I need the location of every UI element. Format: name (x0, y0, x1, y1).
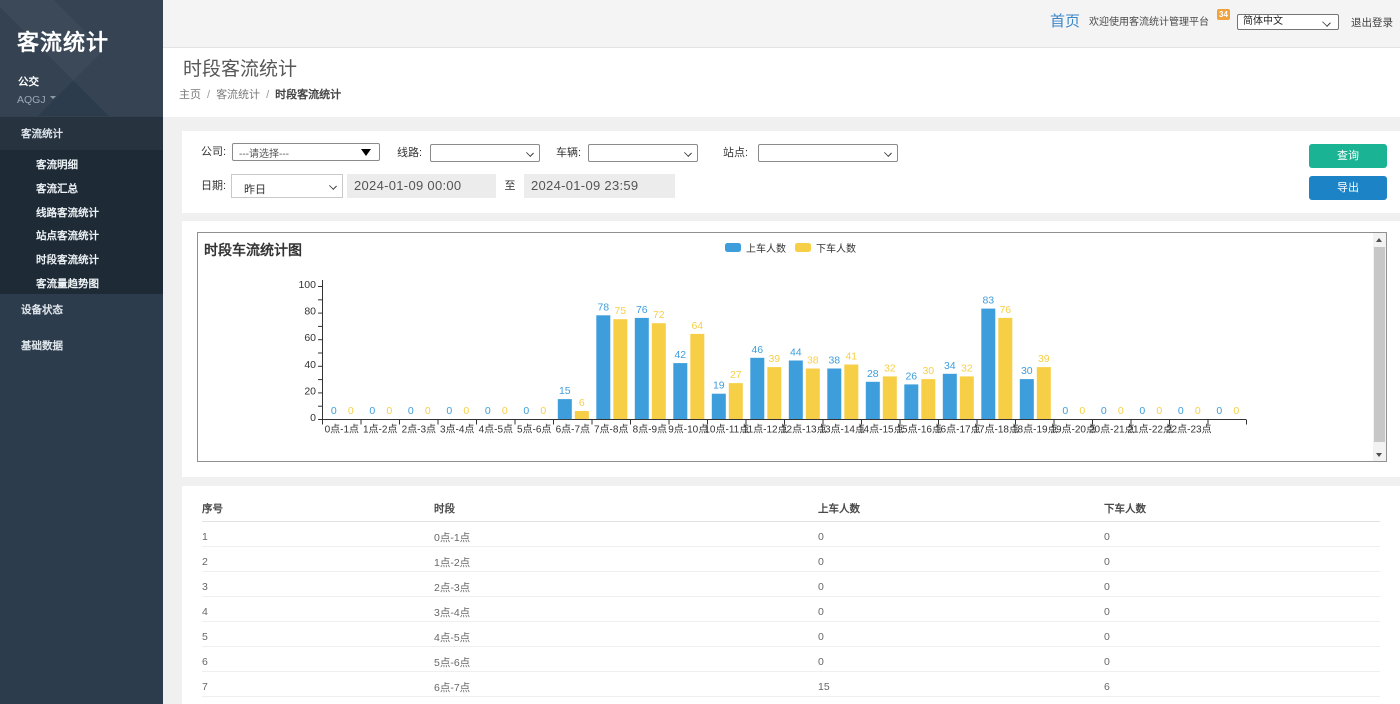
svg-text:5点-6点: 5点-6点 (517, 424, 551, 436)
svg-text:9点-10点: 9点-10点 (668, 424, 708, 436)
svg-text:60: 60 (304, 332, 316, 344)
svg-text:76: 76 (636, 304, 648, 316)
svg-text:11点-12点: 11点-12点 (743, 424, 788, 436)
svg-text:44: 44 (790, 347, 802, 359)
svg-text:0: 0 (1101, 405, 1107, 417)
svg-text:0: 0 (1079, 405, 1085, 417)
svg-text:76: 76 (999, 304, 1011, 316)
svg-text:0: 0 (425, 405, 431, 417)
svg-text:17点-18点: 17点-18点 (973, 424, 1019, 436)
svg-text:64: 64 (691, 320, 703, 332)
svg-text:7点-8点: 7点-8点 (594, 424, 628, 436)
svg-text:0: 0 (408, 405, 414, 417)
svg-text:27: 27 (730, 369, 742, 381)
svg-text:16点-17点: 16点-17点 (935, 424, 981, 436)
svg-text:42: 42 (674, 349, 686, 361)
svg-text:2点-3点: 2点-3点 (402, 424, 436, 436)
svg-text:100: 100 (298, 279, 316, 291)
svg-text:22点-23点: 22点-23点 (1166, 424, 1212, 436)
svg-text:10点-11点: 10点-11点 (704, 424, 749, 436)
svg-text:30: 30 (922, 365, 934, 377)
svg-text:0: 0 (485, 405, 491, 417)
svg-text:39: 39 (1038, 353, 1050, 365)
svg-text:0: 0 (502, 405, 508, 417)
svg-text:15: 15 (559, 385, 571, 397)
svg-text:0: 0 (1216, 405, 1222, 417)
svg-text:3点-4点: 3点-4点 (440, 424, 474, 436)
svg-text:0: 0 (1118, 405, 1124, 417)
svg-text:0: 0 (1139, 405, 1145, 417)
svg-text:0: 0 (386, 405, 392, 417)
svg-text:80: 80 (304, 306, 316, 318)
svg-text:78: 78 (597, 301, 609, 313)
svg-text:4点-5点: 4点-5点 (479, 424, 513, 436)
svg-text:40: 40 (304, 359, 316, 371)
svg-text:0: 0 (369, 405, 375, 417)
svg-text:12点-13点: 12点-13点 (781, 424, 827, 436)
svg-text:6点-7点: 6点-7点 (556, 424, 590, 436)
svg-text:20: 20 (304, 385, 316, 397)
svg-text:13点-14点: 13点-14点 (819, 424, 865, 436)
svg-text:38: 38 (828, 355, 840, 367)
svg-text:0: 0 (348, 405, 354, 417)
svg-text:18点-19点: 18点-19点 (1012, 424, 1058, 436)
svg-text:0: 0 (1062, 405, 1068, 417)
svg-text:0: 0 (1233, 405, 1239, 417)
svg-text:34: 34 (944, 360, 956, 372)
svg-text:19: 19 (713, 380, 725, 392)
svg-text:46: 46 (751, 344, 763, 356)
svg-text:32: 32 (961, 362, 973, 374)
svg-text:26: 26 (905, 370, 917, 382)
svg-text:0: 0 (310, 412, 316, 424)
svg-text:39: 39 (768, 353, 780, 365)
svg-text:0: 0 (1156, 405, 1162, 417)
svg-text:75: 75 (614, 305, 626, 317)
svg-text:72: 72 (653, 309, 665, 321)
svg-text:28: 28 (867, 368, 879, 380)
svg-text:1点-2点: 1点-2点 (363, 424, 397, 436)
svg-text:0: 0 (1195, 405, 1201, 417)
svg-text:21点-22点: 21点-22点 (1127, 424, 1173, 436)
svg-text:0点-1点: 0点-1点 (325, 424, 359, 436)
svg-text:0: 0 (446, 405, 452, 417)
svg-text:0: 0 (540, 405, 546, 417)
svg-text:0: 0 (1178, 405, 1184, 417)
svg-text:14点-15点: 14点-15点 (858, 424, 904, 436)
svg-text:0: 0 (523, 405, 529, 417)
svg-text:41: 41 (845, 351, 857, 363)
svg-text:8点-9点: 8点-9点 (633, 424, 667, 436)
svg-text:6: 6 (579, 397, 585, 409)
svg-text:19点-20点: 19点-20点 (1050, 424, 1096, 436)
svg-text:15点-16点: 15点-16点 (896, 424, 942, 436)
svg-text:0: 0 (463, 405, 469, 417)
svg-text:30: 30 (1021, 365, 1033, 377)
svg-text:20点-21点: 20点-21点 (1089, 424, 1135, 436)
svg-text:38: 38 (807, 355, 819, 367)
svg-text:32: 32 (884, 362, 896, 374)
svg-text:83: 83 (982, 295, 994, 307)
svg-text:0: 0 (331, 405, 337, 417)
